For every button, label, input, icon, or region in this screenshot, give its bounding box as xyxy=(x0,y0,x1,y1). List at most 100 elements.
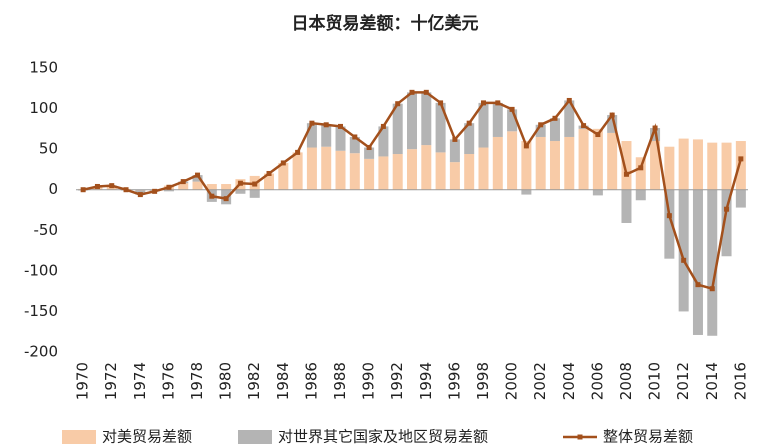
line-marker xyxy=(409,89,415,95)
bar xyxy=(406,149,418,190)
y-tick-label: 100 xyxy=(29,99,58,117)
line-marker xyxy=(623,171,629,177)
bar xyxy=(635,157,646,190)
bar xyxy=(621,141,632,190)
line-marker xyxy=(666,213,672,219)
x-tick-label: 2008 xyxy=(617,362,635,400)
line-marker xyxy=(438,100,444,106)
bar xyxy=(664,189,675,259)
line-marker xyxy=(366,145,372,151)
x-tick-label: 1970 xyxy=(74,362,92,400)
bar xyxy=(478,102,489,148)
bar xyxy=(721,142,732,190)
bar xyxy=(578,128,589,190)
line-marker xyxy=(80,187,86,193)
legend-label: 对世界其它国家及地区贸易差额 xyxy=(278,428,488,446)
x-tick-label: 1990 xyxy=(360,362,378,400)
bar xyxy=(678,189,689,312)
bar xyxy=(449,162,460,190)
line-marker xyxy=(309,120,315,126)
line-marker xyxy=(252,181,258,187)
line-marker xyxy=(237,180,243,186)
bar xyxy=(564,136,575,190)
bar xyxy=(507,109,518,132)
x-tick-label: 2016 xyxy=(731,362,749,400)
line-marker xyxy=(452,136,458,142)
line-marker xyxy=(652,125,658,131)
bar xyxy=(335,126,346,151)
line-marker xyxy=(180,179,186,185)
bar xyxy=(364,158,375,190)
bar xyxy=(521,141,532,190)
bar xyxy=(549,118,560,142)
bar xyxy=(492,136,503,190)
y-tick-label: 0 xyxy=(48,180,58,198)
line-marker xyxy=(595,132,601,138)
x-tick-label: 1986 xyxy=(302,362,320,400)
bar xyxy=(378,156,389,190)
line-marker xyxy=(695,282,701,288)
y-tick-label: -100 xyxy=(24,261,58,279)
bar xyxy=(549,141,560,190)
bar xyxy=(692,139,703,190)
x-tick-label: 1998 xyxy=(474,362,492,400)
bar xyxy=(178,183,189,190)
line-marker xyxy=(638,165,644,171)
line-marker xyxy=(466,120,472,126)
x-tick-label: 2006 xyxy=(588,362,606,400)
line-marker xyxy=(323,122,329,128)
line-marker xyxy=(123,187,129,193)
bar xyxy=(392,154,403,190)
line-marker xyxy=(681,257,687,263)
bar xyxy=(464,154,475,190)
bar xyxy=(306,123,317,148)
line-marker xyxy=(166,184,172,190)
bar xyxy=(592,128,603,190)
bar xyxy=(163,189,174,192)
bar xyxy=(492,102,503,137)
line-marker xyxy=(495,100,501,106)
bar xyxy=(735,189,746,208)
line-marker xyxy=(395,101,401,107)
bar xyxy=(592,189,603,196)
bar xyxy=(735,141,746,190)
line-marker xyxy=(137,192,143,198)
bar xyxy=(635,189,646,201)
y-tick-label: -150 xyxy=(24,302,58,320)
legend-label: 整体贸易差额 xyxy=(603,428,693,446)
bar xyxy=(235,189,246,194)
line-marker xyxy=(552,115,558,121)
line-marker xyxy=(195,172,201,178)
x-tick-label: 2004 xyxy=(560,362,578,400)
bar xyxy=(692,189,703,335)
bar xyxy=(607,132,618,190)
bar xyxy=(349,153,360,190)
bar xyxy=(507,131,518,190)
bar xyxy=(464,123,475,155)
line-marker xyxy=(724,206,730,212)
line-marker xyxy=(538,122,544,128)
bar xyxy=(206,184,217,190)
bar xyxy=(392,103,403,155)
bar xyxy=(349,136,360,154)
bar xyxy=(406,92,418,150)
bar xyxy=(321,146,332,190)
line-marker xyxy=(338,123,344,129)
y-tick-label: 50 xyxy=(39,140,58,158)
line-marker xyxy=(266,170,272,176)
bar xyxy=(564,100,575,137)
line-marker xyxy=(295,149,301,155)
line-marker xyxy=(509,106,515,112)
bar xyxy=(321,124,332,147)
line-marker xyxy=(223,196,229,202)
x-tick-label: 1988 xyxy=(331,362,349,400)
x-tick-label: 2014 xyxy=(703,362,721,400)
bar xyxy=(278,162,289,190)
bar xyxy=(421,145,432,190)
bar xyxy=(678,138,689,190)
y-tick-label: -50 xyxy=(34,221,59,239)
x-tick-label: 1980 xyxy=(217,362,235,400)
bar xyxy=(435,102,446,153)
bar xyxy=(650,141,661,190)
y-tick-label: 150 xyxy=(29,59,58,77)
